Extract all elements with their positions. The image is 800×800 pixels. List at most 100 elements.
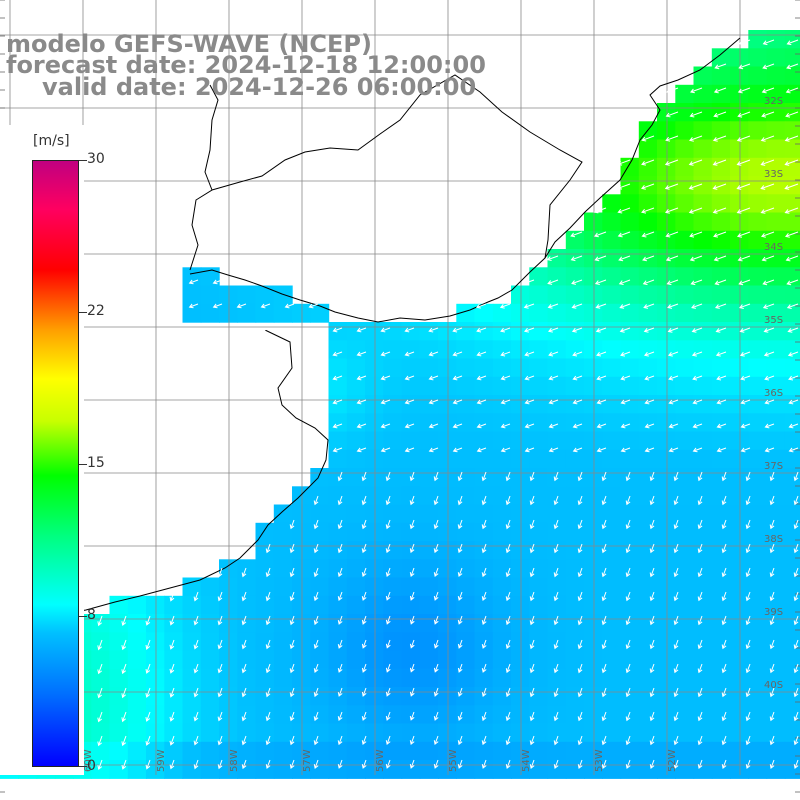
wind-cell: [547, 340, 567, 360]
wind-cell: [584, 705, 603, 725]
wind-arrow: [188, 279, 199, 285]
wind-cell: [511, 468, 530, 487]
wind-cell: [419, 723, 439, 743]
wind-arrow: [265, 591, 271, 602]
wind-cell: [419, 376, 439, 396]
wind-arrow: [361, 687, 367, 697]
wind-cell: [565, 449, 585, 469]
wind-cell: [511, 449, 530, 469]
wind-arrow: [217, 735, 223, 746]
wind-arrow: [664, 207, 679, 214]
wind-cell: [438, 449, 457, 469]
wind-cell: [273, 632, 293, 652]
wind-arrow: [571, 303, 583, 309]
wind-cell: [419, 650, 439, 670]
wind-arrow: [428, 375, 439, 381]
wind-arrow: [361, 495, 367, 506]
wind-cell: [492, 358, 512, 378]
wind-cell: [146, 595, 165, 615]
wind-cell: [675, 522, 695, 542]
wind-cell: [565, 358, 585, 378]
wind-cell: [474, 741, 494, 761]
wind-cell: [784, 431, 800, 451]
wind-cell: [730, 577, 749, 597]
wind-cell: [383, 322, 403, 341]
wind-cell: [182, 705, 202, 725]
wind-cell: [383, 449, 403, 469]
wind-cell: [657, 723, 676, 743]
wind-cell: [584, 687, 603, 706]
wind-arrow: [548, 399, 559, 405]
wind-cell: [638, 322, 658, 341]
wind-cell: [602, 632, 622, 652]
wind-cell: [748, 84, 768, 104]
wind-arrow: [787, 327, 799, 333]
wind-cell: [620, 668, 640, 688]
wind-cell: [237, 668, 257, 688]
wind-cell: [693, 66, 713, 86]
wind-arrow: [793, 663, 799, 674]
wind-cell: [730, 668, 749, 688]
wind-cell: [784, 66, 800, 86]
wind-cell: [675, 139, 695, 159]
wind-arrow: [673, 543, 679, 554]
wind-cell: [693, 413, 713, 433]
wind-cell: [748, 741, 768, 761]
wind-arrow: [145, 687, 151, 698]
wind-arrow: [553, 519, 559, 530]
wind-arrow: [337, 759, 343, 769]
wind-arrow: [737, 255, 751, 262]
wind-arrow: [241, 615, 247, 626]
wind-arrow: [618, 255, 631, 262]
wind-cell: [657, 504, 676, 524]
wind-cell: [419, 741, 439, 761]
wind-arrow: [505, 471, 511, 482]
wind-cell: [675, 577, 695, 597]
wind-cell: [693, 449, 713, 469]
wind-cell: [784, 212, 800, 232]
wind-cell: [474, 504, 494, 524]
wind-cell: [310, 486, 330, 506]
wind-arrow: [769, 711, 775, 722]
wind-arrow: [763, 351, 775, 357]
wind-arrow: [145, 735, 151, 746]
wind-arrow: [673, 759, 679, 770]
wind-cell: [365, 431, 384, 451]
wind-cell: [328, 741, 348, 761]
wind-cell: [638, 413, 658, 433]
wind-cell: [237, 705, 257, 725]
wind-cell: [419, 687, 439, 706]
wind-cell: [456, 322, 476, 341]
wind-cell: [91, 687, 111, 706]
wind-cell: [784, 741, 800, 761]
wind-cell: [693, 84, 713, 104]
wind-cell: [365, 468, 384, 487]
wind-cell: [511, 486, 530, 506]
wind-cell: [584, 741, 603, 761]
wind-cell: [146, 632, 165, 652]
wind-cell: [474, 376, 494, 396]
wind-cell: [127, 723, 147, 743]
wind-cell: [730, 340, 749, 360]
wind-arrow: [409, 639, 415, 649]
wind-cell: [547, 595, 567, 615]
latitude-labels: 32S 33S 34S 35S 36S 37S 38S 39S 40S: [764, 96, 783, 691]
wind-arrow: [529, 567, 535, 578]
wind-arrow: [313, 663, 319, 674]
wind-arrow: [760, 183, 775, 190]
wind-arrow: [689, 111, 703, 118]
wind-cell: [748, 577, 768, 597]
wind-cell: [109, 668, 129, 688]
wind-arrow: [505, 639, 511, 650]
wind-arrow: [529, 519, 535, 530]
wind-cell: [109, 760, 129, 779]
wind-arrow: [689, 255, 703, 262]
wind-cell: [511, 522, 530, 542]
wind-cell: [657, 285, 676, 305]
wind-arrow: [457, 615, 463, 625]
wind-arrow: [760, 159, 775, 166]
wind-arrow: [313, 735, 319, 746]
wind-cell: [255, 632, 275, 652]
wind-cell: [127, 760, 147, 779]
wind-cell: [328, 431, 348, 451]
